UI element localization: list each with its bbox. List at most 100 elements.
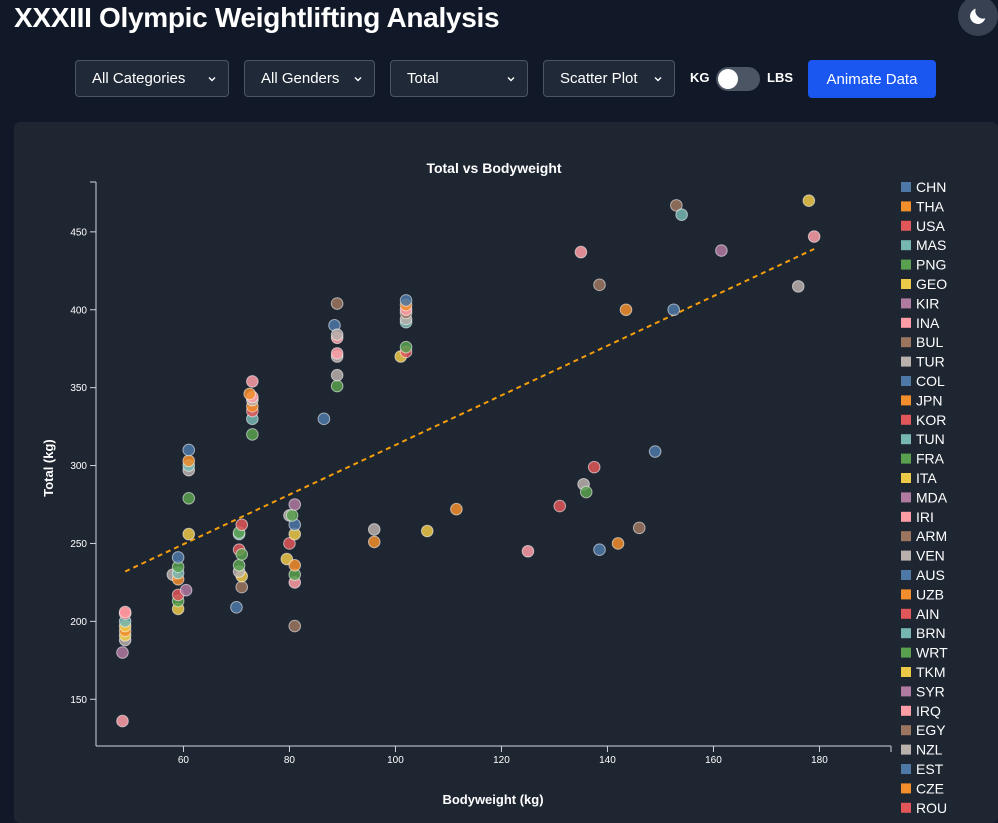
data-point[interactable] <box>593 278 606 292</box>
data-point[interactable] <box>246 375 259 388</box>
data-point[interactable] <box>330 379 344 393</box>
data-point[interactable] <box>232 558 246 572</box>
legend-swatch <box>901 608 911 619</box>
data-point[interactable] <box>807 230 821 243</box>
legend-swatch <box>901 725 911 736</box>
data-point[interactable] <box>230 601 243 614</box>
legend-swatch <box>901 667 911 677</box>
data-point[interactable] <box>285 509 299 522</box>
data-point[interactable] <box>182 454 196 468</box>
unit-toggle[interactable] <box>716 67 760 91</box>
legend-label: MAS <box>916 237 946 253</box>
x-tick-label: 180 <box>811 755 828 766</box>
legend-label: AUS <box>916 567 945 583</box>
data-point[interactable] <box>579 485 593 499</box>
data-point[interactable] <box>288 558 302 572</box>
data-point[interactable] <box>116 646 129 659</box>
y-tick-label: 450 <box>70 227 87 238</box>
chart-type-select[interactable]: Scatter Plot <box>543 60 675 97</box>
legend-swatch <box>901 686 911 697</box>
data-point[interactable] <box>330 328 344 341</box>
data-point[interactable] <box>182 491 196 505</box>
data-point[interactable] <box>288 619 302 633</box>
legend-swatch <box>901 395 911 406</box>
data-point[interactable] <box>235 518 249 532</box>
axes: 60 80 100 120 140 160 180 150 200 250 300 350 400 450 <box>70 181 892 766</box>
legend-label: ARM <box>916 528 947 544</box>
chart-title: Total vs Bodyweight <box>426 160 561 176</box>
data-point[interactable] <box>648 445 662 458</box>
data-point[interactable] <box>171 551 185 564</box>
data-point[interactable] <box>593 543 606 556</box>
data-point[interactable] <box>619 303 633 317</box>
metric-select-value: Total <box>407 70 439 87</box>
unit-toggle-knob <box>718 69 738 89</box>
data-point[interactable] <box>330 368 344 382</box>
trendline <box>124 248 815 573</box>
data-point[interactable] <box>182 443 196 457</box>
y-tick-label: 300 <box>70 461 87 472</box>
legend-label: BUL <box>916 334 943 350</box>
legend-label: IRQ <box>916 703 941 719</box>
legend-swatch <box>901 317 911 328</box>
legend-swatch <box>901 434 911 445</box>
theme-toggle-button[interactable] <box>958 0 998 36</box>
data-point[interactable] <box>179 583 193 597</box>
legend-label: TKM <box>916 664 946 680</box>
data-point[interactable] <box>246 428 259 441</box>
data-point[interactable] <box>330 347 344 360</box>
data-point[interactable] <box>235 580 249 594</box>
category-select-value: All Categories <box>92 70 186 87</box>
chevron-down-icon <box>507 77 515 82</box>
data-point[interactable] <box>802 194 816 207</box>
gender-select[interactable]: All Genders <box>244 60 375 97</box>
data-point[interactable] <box>317 412 331 426</box>
data-point[interactable] <box>632 521 646 535</box>
data-point[interactable] <box>450 502 463 516</box>
legend-label: BRN <box>916 625 946 641</box>
data-point[interactable] <box>367 535 381 549</box>
data-point[interactable] <box>399 340 413 354</box>
y-tick-label: 150 <box>70 695 87 706</box>
unit-kg-label: KG <box>690 70 710 85</box>
moon-icon <box>970 8 986 24</box>
data-point[interactable] <box>420 524 434 538</box>
data-point[interactable] <box>791 280 805 293</box>
data-points <box>116 194 821 728</box>
data-point[interactable] <box>118 605 132 619</box>
data-point[interactable] <box>553 499 567 513</box>
legend-swatch <box>901 802 911 813</box>
data-point[interactable] <box>116 714 129 728</box>
data-point[interactable] <box>288 498 302 511</box>
x-tick-label: 120 <box>493 755 510 766</box>
data-point[interactable] <box>399 294 413 307</box>
data-point[interactable] <box>521 544 535 558</box>
data-point[interactable] <box>243 387 256 401</box>
data-point[interactable] <box>715 244 728 257</box>
legend-label: THA <box>916 198 945 214</box>
legend-label: COL <box>916 373 945 389</box>
category-select[interactable]: All Categories <box>75 60 229 97</box>
data-point[interactable] <box>283 537 296 550</box>
legend-swatch <box>901 589 911 600</box>
legend-swatch <box>901 783 911 794</box>
animate-data-button[interactable]: Animate Data <box>808 60 936 98</box>
data-point[interactable] <box>670 199 683 212</box>
data-point[interactable] <box>611 537 625 550</box>
legend-swatch <box>901 356 911 367</box>
data-point[interactable] <box>675 208 688 222</box>
legend-swatch <box>901 705 911 716</box>
x-tick-label: 80 <box>284 755 296 766</box>
data-point[interactable] <box>235 548 249 561</box>
legend-label: KIR <box>916 295 939 311</box>
metric-select[interactable]: Total <box>390 60 528 97</box>
data-point[interactable] <box>574 245 588 259</box>
data-point[interactable] <box>182 527 196 541</box>
data-point[interactable] <box>587 460 601 474</box>
data-point[interactable] <box>667 303 681 317</box>
data-point[interactable] <box>330 297 344 310</box>
chart-type-select-value: Scatter Plot <box>560 70 638 87</box>
legend-label: WRT <box>916 645 948 661</box>
data-point[interactable] <box>367 523 381 536</box>
legend-swatch <box>901 744 911 755</box>
